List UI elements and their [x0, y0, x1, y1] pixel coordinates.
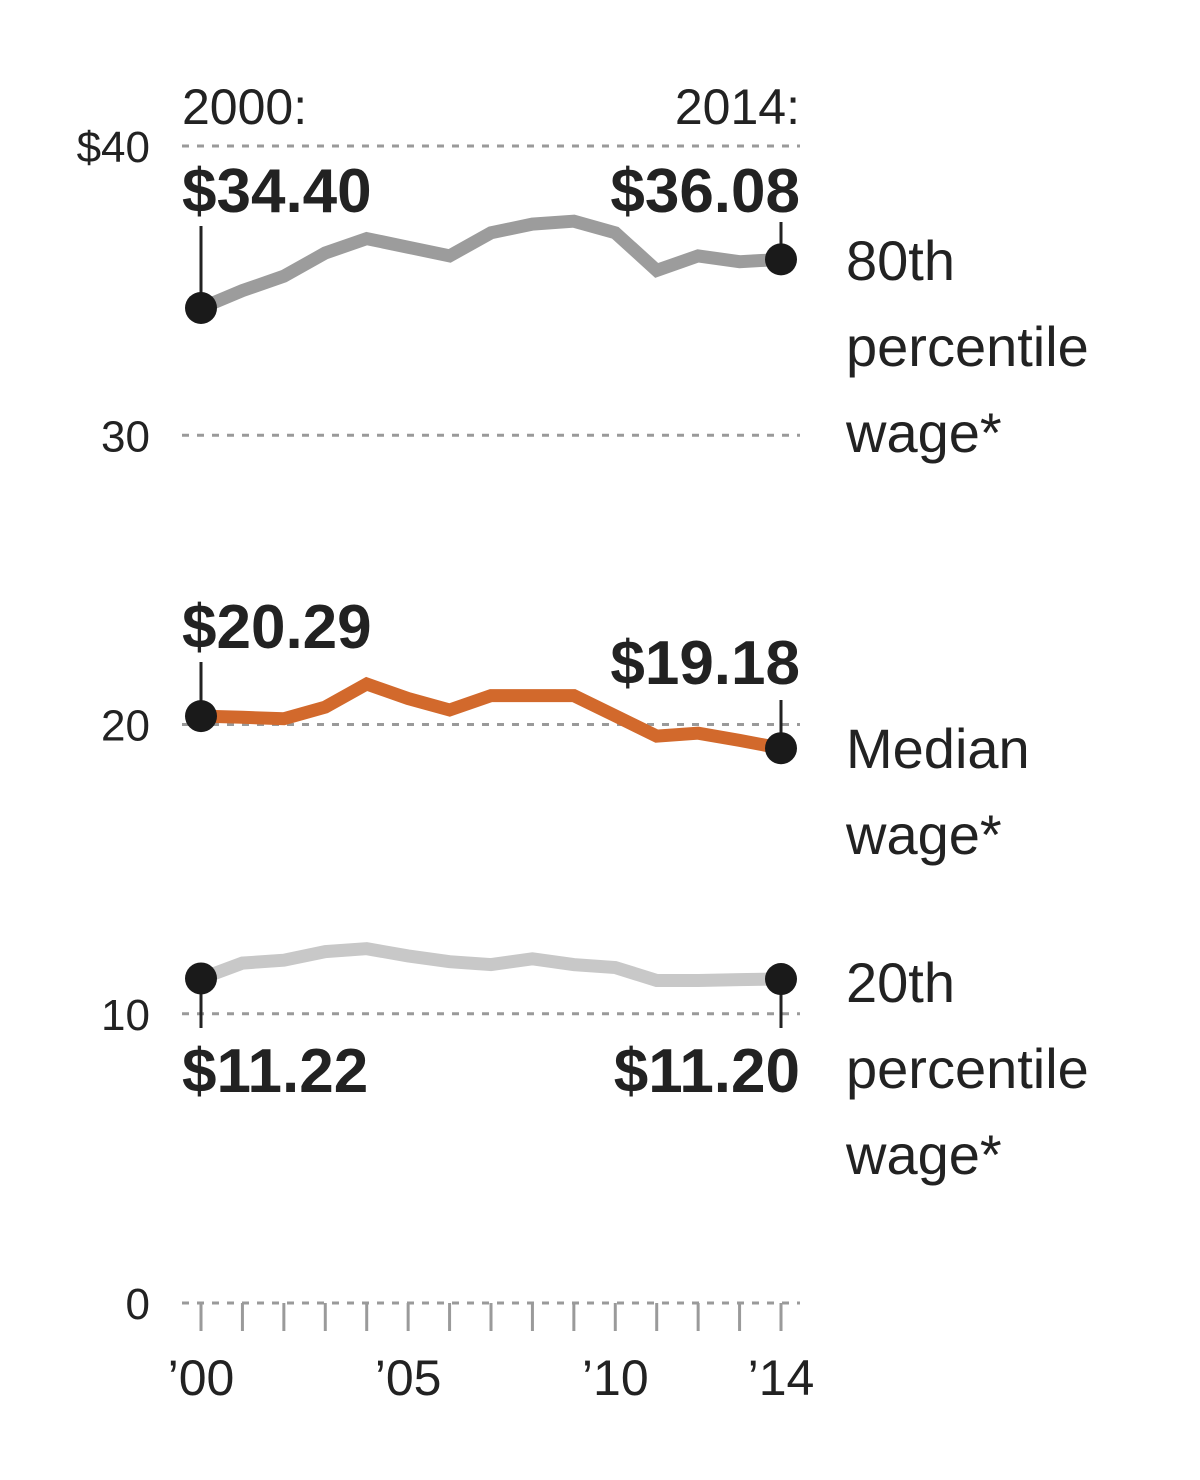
p80-end-point [765, 243, 797, 276]
median-series-label-line-1: Median [846, 717, 1030, 780]
median-series-label-line-2: wage* [845, 803, 1002, 866]
year-end-label: 2014: [675, 79, 800, 135]
x-tick-label-2000: ’00 [168, 1350, 235, 1406]
year-start-label: 2000: [182, 79, 307, 135]
p20-series-label-line-1: 20th [846, 951, 955, 1014]
x-tick-label-2014: ’14 [748, 1350, 815, 1406]
p20-start-point [185, 962, 217, 995]
p80-series-line [198, 214, 782, 314]
p20-end-value: $11.20 [614, 1037, 800, 1106]
median-series-line [200, 676, 783, 755]
y-tick-label-0: 0 [126, 1280, 150, 1329]
p20-series-line [198, 942, 782, 987]
y-tick-label-10: 10 [101, 991, 150, 1040]
median-start-point [185, 700, 217, 733]
x-tick-label-2005: ’05 [375, 1350, 442, 1406]
x-axis: ’00 ’05 ’10 ’14 [168, 1303, 815, 1406]
y-axis-tick-labels: 0 10 20 30 $40 [77, 123, 150, 1329]
p80-series-label-line-1: 80th [846, 229, 955, 292]
p80-series-label-line-2: percentile [846, 315, 1089, 378]
p80-series-label-line-3: wage* [845, 401, 1002, 464]
p20-start-value: $11.22 [182, 1037, 368, 1106]
median-end-value: $19.18 [610, 629, 800, 698]
p80-start-value: $34.40 [182, 157, 372, 226]
median-end-point [765, 732, 797, 765]
median-start-value: $20.29 [182, 593, 372, 662]
x-tick-label-2010: ’10 [582, 1350, 649, 1406]
p80-end-value: $36.08 [610, 157, 800, 226]
p20-end-point [765, 963, 797, 996]
p80-start-point [185, 291, 217, 324]
y-tick-label-40: $40 [77, 123, 150, 172]
p20-series-label-line-3: wage* [845, 1123, 1002, 1186]
series-lines [185, 214, 797, 996]
p20-series-label-line-2: percentile [846, 1037, 1089, 1100]
y-tick-label-30: 30 [101, 412, 150, 461]
y-tick-label-20: 20 [101, 702, 150, 751]
